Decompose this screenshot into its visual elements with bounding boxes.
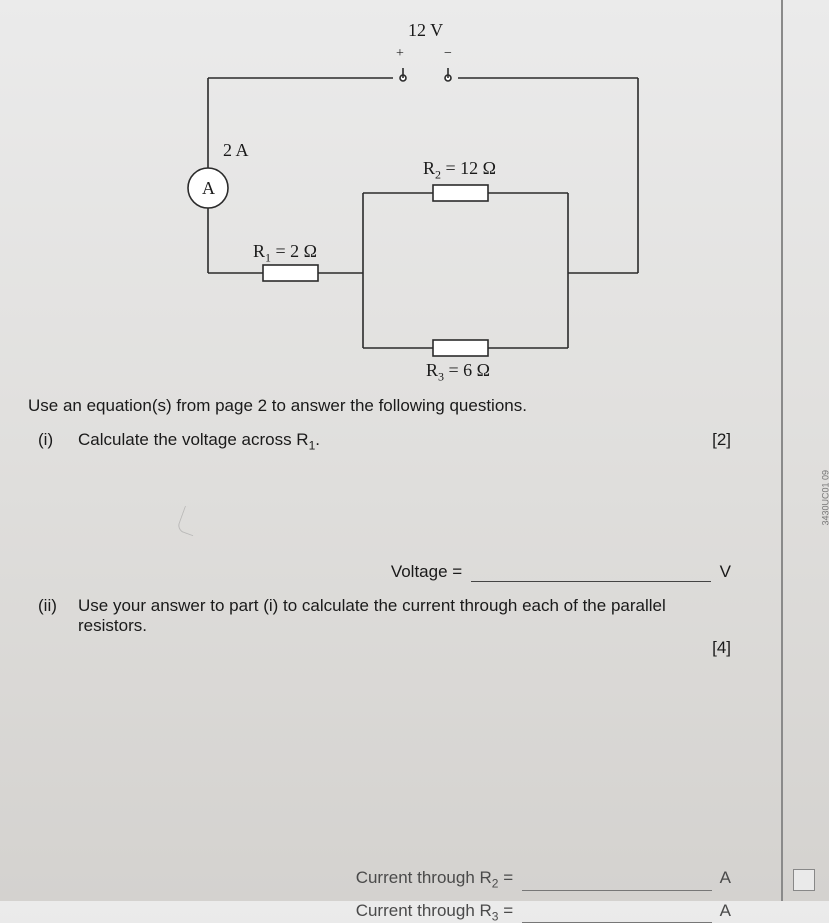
circuit-diagram: 12 V + − 2 A A R1 = 2 Ω R2 = 12 Ω R3 = 6… (168, 18, 728, 388)
voltage-label: 12 V (408, 20, 443, 41)
mark-box[interactable] (793, 869, 815, 891)
voltage-unit: V (720, 562, 731, 581)
q-i-number: (i) (38, 430, 78, 450)
plus-terminal: + (396, 46, 404, 62)
r2-current-blank[interactable] (522, 875, 712, 891)
voltage-blank[interactable] (471, 566, 711, 582)
doc-code: 3430UC01 09 (821, 470, 829, 526)
ammeter-symbol: A (202, 178, 215, 199)
current-r3-row: Current through R3 = A (18, 901, 731, 923)
r3-label: R3 = 6 Ω (426, 360, 490, 385)
instruction-text: Use an equation(s) from page 2 to answer… (28, 396, 791, 416)
r1-label: R1 = 2 Ω (253, 241, 317, 266)
minus-terminal: − (444, 46, 452, 62)
current-answers: Current through R2 = A Current through R… (18, 868, 731, 923)
stray-mark (176, 506, 202, 537)
r2-label: R2 = 12 Ω (423, 158, 496, 183)
circuit-svg (168, 18, 728, 388)
question-i: (i) Calculate the voltage across R1. [2] (38, 430, 731, 452)
r3-current-blank[interactable] (522, 907, 712, 923)
current-r2-row: Current through R2 = A (18, 868, 731, 890)
q-ii-number: (ii) (38, 596, 78, 616)
question-ii: (ii) Use your answer to part (i) to calc… (38, 596, 731, 636)
voltage-answer-line: Voltage = V (18, 562, 731, 582)
q-i-marks: [2] (712, 430, 731, 450)
voltage-ans-label: Voltage = (391, 562, 462, 581)
q-i-text: Calculate the voltage across R1. (78, 430, 702, 452)
q-ii-marks: [4] (18, 638, 731, 658)
ammeter-reading: 2 A (223, 140, 249, 161)
right-margin-line (781, 0, 783, 901)
q-ii-text: Use your answer to part (i) to calculate… (78, 596, 731, 636)
